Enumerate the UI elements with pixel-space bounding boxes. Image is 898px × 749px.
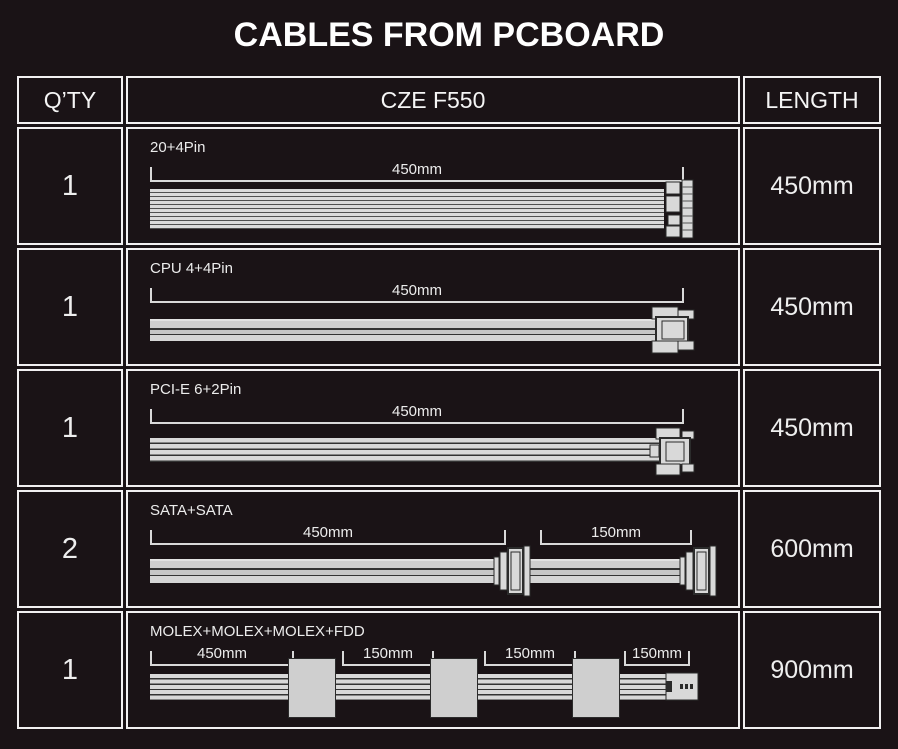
measurement-label: 450mm bbox=[391, 403, 443, 420]
diagram-cell: PCI-E 6+2Pin 450mm bbox=[126, 369, 740, 487]
diagram-cell: SATA+SATA 450mm 150mm bbox=[126, 490, 740, 608]
cable-type-label: PCI-E 6+2Pin bbox=[150, 381, 242, 398]
cable-ribbon bbox=[150, 438, 666, 462]
measurement-bracket: 450mm bbox=[150, 283, 684, 303]
table-row: 1 MOLEX+MOLEX+MOLEX+FDD 450mm 150mm 150m… bbox=[17, 611, 881, 729]
measurement-bracket: 450mm bbox=[150, 646, 294, 666]
measurement-row: 450mm bbox=[150, 279, 738, 303]
measurement-label: 450mm bbox=[302, 524, 354, 541]
sata-connector-icon bbox=[679, 545, 717, 597]
qty-cell: 1 bbox=[17, 248, 123, 366]
measurement-label: 150mm bbox=[504, 645, 556, 662]
measurement-bracket: 150mm bbox=[484, 646, 576, 666]
sata-connector-icon bbox=[493, 545, 531, 597]
qty-cell: 1 bbox=[17, 611, 123, 729]
cables-table: Q’TY CZE F550 LENGTH 1 20+4Pin 450mm bbox=[14, 73, 884, 732]
diagram-cell: 20+4Pin 450mm bbox=[126, 127, 740, 245]
measurement-bracket: 150mm bbox=[342, 646, 434, 666]
table-row: 1 CPU 4+4Pin 450mm bbox=[17, 248, 881, 366]
cable-diagram bbox=[150, 179, 738, 239]
page-title: CABLES FROM PCBOARD bbox=[233, 16, 665, 54]
cpu-4-4pin-connector-icon bbox=[651, 306, 695, 354]
cable-type-label: MOLEX+MOLEX+MOLEX+FDD bbox=[150, 623, 365, 640]
pcie-6-2pin-connector-icon bbox=[649, 427, 695, 476]
cable-ribbon bbox=[150, 319, 666, 341]
measurement-bracket: 450mm bbox=[150, 162, 684, 182]
measurement-label: 450mm bbox=[391, 161, 443, 178]
diagram-cell: CPU 4+4Pin 450mm bbox=[126, 248, 740, 366]
cable-type-label: SATA+SATA bbox=[150, 502, 233, 519]
length-cell: 900mm bbox=[743, 611, 881, 729]
measurement-row: 450mm 150mm 150mm 150mm bbox=[150, 642, 738, 666]
molex-connector-icon bbox=[430, 658, 478, 718]
col-header-model: CZE F550 bbox=[126, 76, 740, 124]
length-cell: 450mm bbox=[743, 127, 881, 245]
cable-diagram bbox=[150, 545, 738, 597]
measurement-row: 450mm 150mm bbox=[150, 521, 738, 545]
cable-diagram bbox=[150, 306, 738, 355]
table-row: 1 20+4Pin 450mm bbox=[17, 127, 881, 245]
atx-20-4pin-connector-icon bbox=[665, 179, 694, 239]
measurement-row: 450mm bbox=[150, 158, 738, 182]
measurement-label: 150mm bbox=[631, 645, 683, 662]
qty-cell: 1 bbox=[17, 369, 123, 487]
measurement-label: 150mm bbox=[362, 645, 414, 662]
measurement-label: 150mm bbox=[590, 524, 642, 541]
measurement-row: 450mm bbox=[150, 400, 738, 424]
cable-diagram bbox=[150, 427, 738, 476]
measurement-bracket: 150mm bbox=[540, 525, 692, 545]
measurement-bracket: 450mm bbox=[150, 525, 506, 545]
length-cell: 600mm bbox=[743, 490, 881, 608]
cable-ribbon bbox=[150, 559, 708, 583]
qty-cell: 1 bbox=[17, 127, 123, 245]
cable-type-label: CPU 4+4Pin bbox=[150, 260, 233, 277]
measurement-label: 450mm bbox=[391, 282, 443, 299]
table-header-row: Q’TY CZE F550 LENGTH bbox=[17, 76, 881, 124]
cable-diagram bbox=[150, 658, 738, 718]
cable-ribbon bbox=[150, 189, 664, 229]
table-row: 1 PCI-E 6+2Pin 450mm bbox=[17, 369, 881, 487]
measurement-bracket: 150mm bbox=[624, 646, 690, 666]
diagram-cell: MOLEX+MOLEX+MOLEX+FDD 450mm 150mm 150mm … bbox=[126, 611, 740, 729]
cable-type-label: 20+4Pin bbox=[150, 139, 206, 156]
table-row: 2 SATA+SATA 450mm 150mm bbox=[17, 490, 881, 608]
measurement-label: 450mm bbox=[196, 645, 248, 662]
length-cell: 450mm bbox=[743, 369, 881, 487]
length-cell: 450mm bbox=[743, 248, 881, 366]
molex-connector-icon bbox=[572, 658, 620, 718]
measurement-bracket: 450mm bbox=[150, 404, 684, 424]
col-header-qty: Q’TY bbox=[17, 76, 123, 124]
col-header-length: LENGTH bbox=[743, 76, 881, 124]
qty-cell: 2 bbox=[17, 490, 123, 608]
molex-connector-icon bbox=[288, 658, 336, 718]
fdd-connector-icon bbox=[665, 672, 699, 701]
